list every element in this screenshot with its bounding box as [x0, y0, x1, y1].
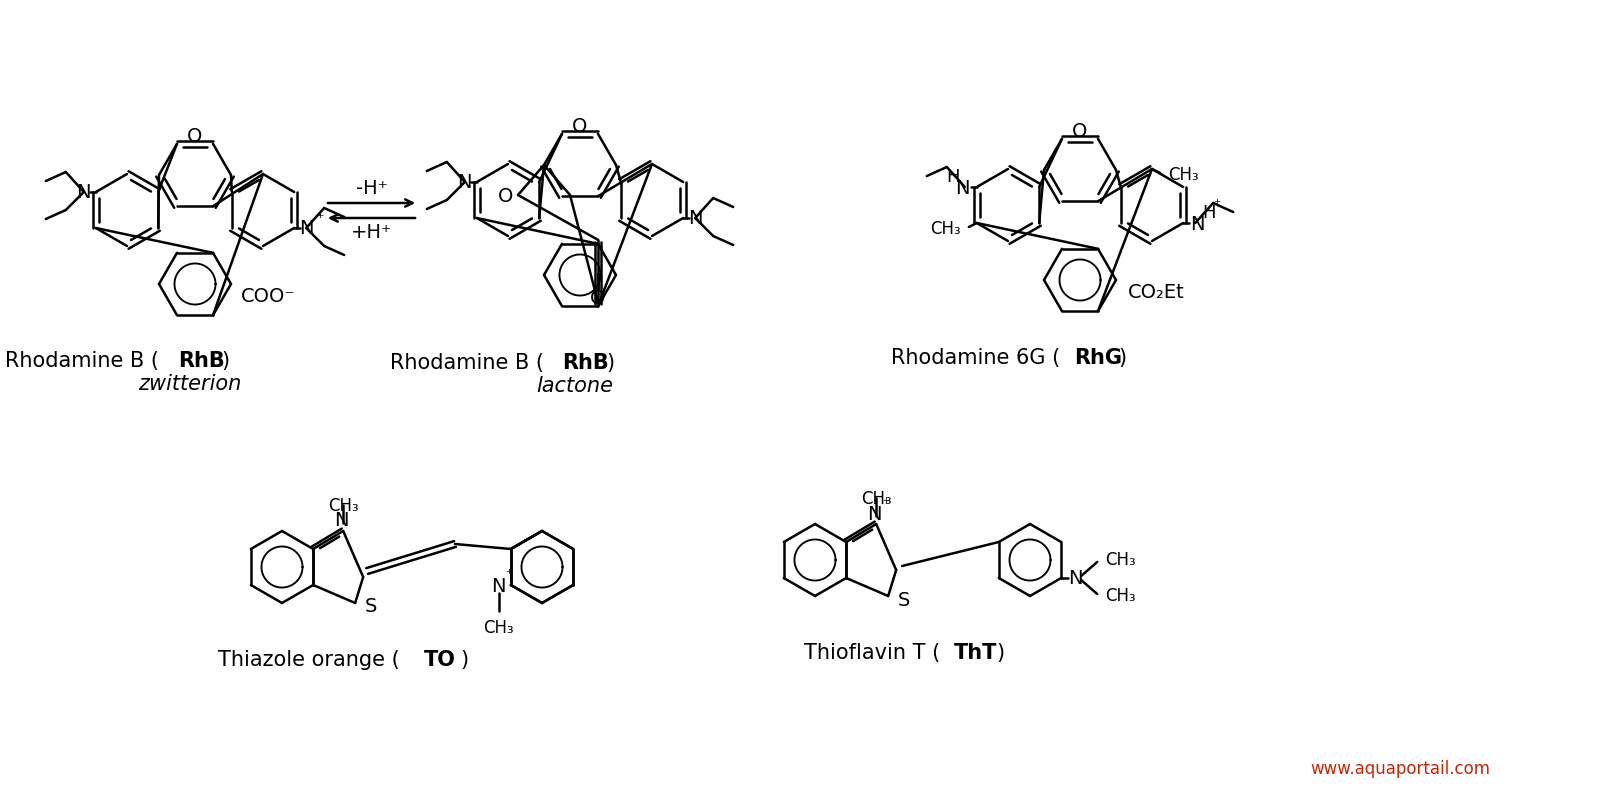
Text: N: N [491, 578, 506, 597]
Text: N: N [688, 209, 702, 227]
Text: N: N [77, 182, 91, 202]
Text: O: O [498, 187, 514, 206]
Text: RhB: RhB [178, 351, 224, 371]
Text: ⁺: ⁺ [506, 568, 512, 582]
Text: RhG: RhG [1074, 348, 1122, 368]
Text: N: N [334, 511, 349, 530]
Text: O: O [590, 290, 606, 309]
Text: N: N [1190, 215, 1205, 234]
Text: ⁺: ⁺ [883, 497, 890, 511]
Text: CH₃: CH₃ [483, 619, 514, 637]
Text: ThT: ThT [954, 643, 998, 663]
Text: CH₃: CH₃ [861, 490, 891, 508]
Text: COO⁻: COO⁻ [242, 286, 296, 306]
Text: S: S [365, 598, 378, 617]
Text: N: N [867, 505, 882, 523]
Text: N: N [955, 179, 970, 198]
Text: CH₃: CH₃ [1106, 587, 1136, 605]
Text: CO₂Et: CO₂Et [1128, 282, 1184, 302]
Text: CH₃: CH₃ [930, 220, 962, 238]
Text: ): ) [1118, 348, 1126, 368]
Text: CH₃: CH₃ [1106, 551, 1136, 569]
Text: ): ) [995, 643, 1005, 663]
Text: TO: TO [424, 650, 456, 670]
Text: O: O [573, 118, 587, 136]
Text: -H⁺: -H⁺ [355, 179, 387, 198]
Text: zwitterion: zwitterion [138, 374, 242, 394]
Text: N: N [458, 173, 472, 191]
Text: Rhodamine B (: Rhodamine B ( [390, 353, 544, 373]
Text: ): ) [461, 650, 469, 670]
Text: CH₃: CH₃ [1168, 166, 1198, 184]
Text: Thioflavin T (: Thioflavin T ( [803, 643, 941, 663]
Text: H: H [1203, 204, 1216, 222]
Text: H: H [946, 168, 960, 186]
Text: ): ) [606, 353, 614, 373]
Text: N: N [1067, 569, 1083, 587]
Text: ⁺: ⁺ [1213, 198, 1221, 212]
Text: RhB: RhB [563, 353, 610, 373]
Text: ⁺: ⁺ [317, 212, 323, 226]
Text: S: S [898, 590, 910, 610]
Text: lactone: lactone [536, 376, 613, 396]
Text: CH₃: CH₃ [328, 497, 358, 515]
Text: O: O [187, 127, 203, 146]
Text: O: O [1072, 122, 1088, 142]
Text: +H⁺: +H⁺ [350, 222, 392, 242]
Text: ): ) [221, 351, 229, 371]
Text: N: N [299, 218, 314, 238]
Text: Thiazole orange (: Thiazole orange ( [218, 650, 400, 670]
Text: Rhodamine 6G (: Rhodamine 6G ( [891, 348, 1059, 368]
Text: Rhodamine B (: Rhodamine B ( [5, 351, 158, 371]
Text: www.aquaportail.com: www.aquaportail.com [1310, 760, 1490, 778]
